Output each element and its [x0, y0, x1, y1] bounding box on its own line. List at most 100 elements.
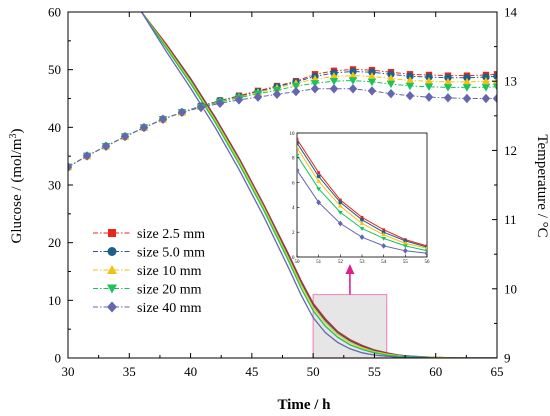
- inset-y-tick-label: 8: [292, 157, 295, 162]
- inset-point-5-3: [316, 199, 322, 206]
- temperature-point-4-16: [348, 77, 358, 85]
- inset-y-tick-label: 0: [292, 256, 295, 261]
- inset-point-3-5: [359, 221, 365, 225]
- temperature-point-3-22: [462, 77, 472, 86]
- inset-point-5-2: [297, 167, 300, 174]
- inset-x-tick-label: 53: [360, 260, 366, 265]
- x-tick-label: 65: [491, 364, 504, 379]
- inset-point-5-8: [424, 250, 427, 257]
- temperature-point-5-23: [481, 93, 491, 104]
- temperature-point-4-19: [405, 82, 415, 91]
- temperature-point-5-12: [272, 89, 282, 100]
- temperature-point-5-10: [234, 95, 244, 105]
- temperature-point-5-14: [310, 84, 320, 94]
- inset-point-3-8: [424, 245, 427, 250]
- inset-y-tick-label: 6: [292, 181, 295, 186]
- inset-point-5-5: [359, 234, 365, 241]
- glucose-line-5: [140, 12, 497, 358]
- legend-label-5: size 40 mm: [137, 301, 202, 316]
- legend-label-4: size 20 mm: [137, 283, 202, 298]
- inset-point-1-6: [382, 228, 386, 232]
- temperature-point-5-24: [492, 93, 497, 104]
- legend-marker-2: [107, 247, 117, 256]
- temperature-point-5-1: [68, 162, 73, 172]
- temperature-point-3-19: [405, 76, 415, 84]
- inset-point-4-5: [359, 227, 365, 231]
- x-tick-label: 55: [368, 364, 381, 379]
- y-right-tick-label: 10: [504, 281, 517, 296]
- inset-point-2-5: [360, 217, 364, 222]
- legend: size 2.5 mm size 5.0 mm size 10 mm size 20 …: [93, 227, 205, 316]
- temperature-point-4-17: [367, 78, 377, 87]
- inset-point-2-3: [316, 174, 321, 179]
- temperature-point-5-11: [253, 92, 263, 102]
- inset-point-4-2: [297, 153, 300, 158]
- temperature-point-3-17: [367, 72, 377, 80]
- y-left-tick-label: 0: [55, 351, 62, 366]
- inset-point-4-3: [316, 187, 322, 192]
- temperature-point-5-2: [82, 151, 92, 161]
- legend-label-1: size 2.5 mm: [137, 227, 205, 242]
- zoom-arrow-head: [345, 264, 355, 274]
- x-tick-label: 60: [429, 364, 442, 379]
- temperature-point-3-16: [348, 71, 358, 79]
- y-left-axis-title-suffix: ): [9, 129, 25, 134]
- inset-point-1-4: [338, 198, 342, 202]
- temperature-point-4-20: [424, 83, 434, 91]
- inset-point-2-4: [338, 200, 343, 205]
- temperature-point-5-22: [462, 93, 472, 104]
- temperature-point-3-20: [424, 77, 434, 85]
- y-left-tick-label: 60: [48, 5, 61, 20]
- inset-point-5-4: [337, 220, 343, 227]
- legend-marker-5: [107, 301, 117, 313]
- inset-series-group: [297, 137, 427, 257]
- temperature-point-5-3: [101, 141, 111, 151]
- temperature-point-5-7: [177, 107, 187, 118]
- y-left-tick-label: 20: [48, 235, 61, 250]
- inset-point-1-5: [360, 215, 364, 219]
- temperature-point-5-13: [291, 86, 301, 97]
- x-tick-label: 30: [62, 364, 75, 379]
- legend-marker-1: [108, 229, 116, 237]
- temperature-point-5-18: [386, 88, 396, 99]
- inset-x-tick-label: 54: [381, 260, 387, 265]
- temperature-point-5-9: [215, 98, 225, 109]
- temperature-series-layer: [68, 66, 497, 172]
- legend-label-2: size 5.0 mm: [137, 246, 205, 261]
- x-tick-label: 45: [245, 364, 258, 379]
- temperature-point-4-22: [462, 84, 472, 92]
- temperature-point-4-23: [481, 84, 491, 92]
- y-left-tick-label: 10: [48, 293, 61, 308]
- x-axis-title: Time / h: [277, 397, 331, 413]
- x-tick-label: 40: [184, 364, 197, 379]
- temperature-point-5-17: [367, 86, 377, 96]
- inset-point-1-2: [297, 137, 299, 141]
- inset-point-2-7: [403, 238, 408, 243]
- x-tick-label: 50: [307, 364, 320, 379]
- temperature-point-4-21: [443, 84, 453, 92]
- temperature-point-3-18: [386, 74, 396, 82]
- inset-plot: 50 51 52 53 54 55 56 0 2 4 6 8 10: [290, 132, 431, 265]
- y-right-tick-label: 9: [504, 351, 511, 366]
- temperature-point-5-21: [443, 93, 453, 103]
- inset-point-4-8: [424, 249, 427, 254]
- y-right-axis-title: Temperature / °C: [534, 134, 550, 237]
- temperature-point-4-14: [310, 80, 320, 88]
- inset-x-tick-label: 52: [338, 260, 344, 265]
- temperature-point-2-24: [493, 72, 497, 81]
- legend-marker-3: [107, 265, 117, 274]
- inset-y-tick-label: 2: [292, 231, 295, 236]
- inset-point-4-6: [381, 237, 387, 241]
- temperature-point-5-4: [120, 131, 130, 142]
- inset-point-4-4: [337, 210, 343, 215]
- inset-point-3-7: [402, 240, 408, 245]
- temperature-point-4-13: [291, 82, 301, 91]
- temperature-line-3: [68, 75, 497, 168]
- temperature-point-5-6: [158, 114, 168, 124]
- inset-x-tick-label: 55: [403, 260, 409, 265]
- temperature-point-3-15: [329, 72, 339, 80]
- y-left-axis-title-sup: 3: [8, 134, 19, 139]
- temperature-point-5-16: [348, 84, 358, 94]
- temperature-point-4-24: [492, 83, 497, 91]
